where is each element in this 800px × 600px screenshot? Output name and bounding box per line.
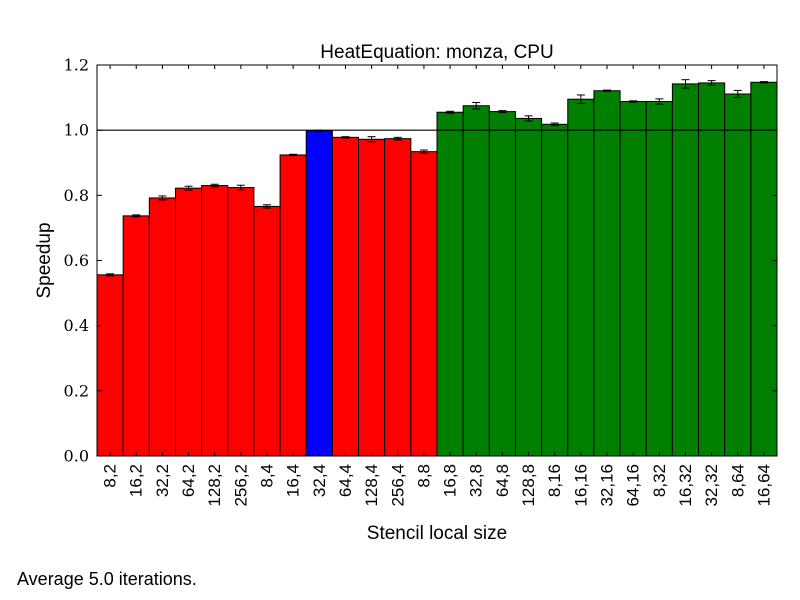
x-tick-label: 16,64: [754, 464, 773, 507]
bar-8-16: [541, 123, 569, 457]
bar-8-2: [96, 274, 124, 457]
x-tick-label: 16,4: [284, 464, 303, 497]
bar-16-16: [567, 98, 595, 457]
bar-8-64: [724, 93, 752, 457]
chart-title: HeatEquation: monza, CPU: [320, 42, 553, 63]
error-bar-256-4: [393, 136, 402, 141]
y-axis-ticks: 0.0 0.2 0.4 0.6 0.8 1.0 1.2: [64, 56, 777, 466]
x-tick-label: 8,2: [101, 464, 120, 488]
error-bar-128-4: [367, 136, 376, 143]
error-bar-8-16: [550, 122, 559, 127]
error-bar-16-8: [446, 110, 455, 114]
x-tick-label: 8,32: [650, 464, 669, 497]
bar-16-4: [279, 154, 307, 457]
bar-256-4: [384, 138, 412, 457]
bar-128-2: [201, 185, 229, 457]
x-tick-label: 8,4: [258, 464, 277, 488]
bar-64-4: [331, 136, 360, 457]
x-tick-label: 32,32: [702, 464, 721, 507]
x-tick-label: 64,2: [179, 464, 198, 497]
error-bar-64-4: [341, 136, 350, 139]
error-bar-16-32: [681, 79, 690, 89]
bar-16-2: [122, 215, 150, 457]
bar-256-2: [227, 187, 255, 457]
error-bar-64-16: [629, 100, 638, 103]
footnote: Average 5.0 iterations.: [17, 569, 197, 589]
x-tick-label: 64,16: [624, 464, 643, 507]
bar-64-2: [174, 187, 203, 457]
y-tick-label: 0.0: [64, 447, 89, 466]
error-bar-128-2: [210, 183, 219, 188]
bar-32-4: [305, 130, 333, 457]
error-bar-16-2: [132, 214, 141, 218]
y-tick-label: 0.4: [64, 316, 89, 335]
bar-64-16: [619, 100, 647, 457]
y-tick-label: 0.2: [64, 381, 89, 400]
x-tick-label: 128,2: [205, 464, 224, 507]
x-tick-label: 8,16: [545, 464, 564, 497]
error-bar-16-4: [289, 153, 298, 157]
x-tick-label: 16,8: [441, 464, 460, 497]
error-bar-32-16: [603, 89, 611, 92]
error-bar-32-2: [158, 195, 167, 201]
x-tick-label: 32,4: [310, 464, 329, 497]
x-tick-label: 32,16: [598, 464, 617, 507]
bar-128-8: [514, 117, 543, 457]
error-bar-16-16: [576, 94, 585, 104]
error-bar-8-2: [106, 273, 115, 277]
error-bar-128-8: [524, 115, 533, 122]
error-bar-16-64: [759, 81, 768, 84]
x-axis-label: Stencil local size: [367, 523, 507, 544]
error-bar-64-2: [184, 185, 193, 191]
x-tick-label: 128,4: [362, 464, 381, 507]
y-axis-label: Speedup: [34, 222, 55, 298]
y-tick-label: 1.0: [64, 121, 89, 140]
error-bar-32-8: [472, 101, 481, 110]
y-tick-label: 1.2: [64, 56, 89, 75]
bar-128-4: [358, 138, 386, 457]
error-bar-256-2: [236, 184, 245, 191]
bar-32-8: [462, 105, 490, 457]
bar-8-32: [645, 100, 673, 457]
x-tick-label: 8,8: [414, 464, 433, 488]
y-tick-label: 0.8: [64, 186, 89, 205]
y-tick-label: 0.6: [64, 251, 89, 270]
bar-8-4: [253, 205, 281, 457]
error-bar-8-64: [733, 89, 742, 99]
error-bar-64-8: [498, 110, 507, 114]
x-tick-label: 32,8: [467, 464, 486, 497]
x-tick-label: 8,64: [728, 464, 747, 497]
error-bar-32-32: [707, 80, 716, 86]
bar-16-32: [671, 83, 700, 457]
error-bar-8-8: [419, 149, 428, 154]
error-bar-8-4: [263, 204, 271, 209]
error-bar-series: [106, 79, 768, 277]
bar-32-2: [148, 197, 176, 457]
bar-16-64: [750, 81, 778, 457]
x-axis-ticks: 8,2 16,2 32,2 64,2 128,2 256,2 8,4 16,4 32,4 64,4…: [101, 65, 773, 507]
x-tick-label: 16,16: [571, 464, 590, 507]
x-tick-label: 64,4: [336, 464, 355, 497]
x-tick-label: 128,8: [519, 464, 538, 507]
x-tick-label: 32,2: [153, 464, 172, 497]
bar-8-8: [410, 151, 438, 457]
x-tick-label: 256,2: [231, 464, 250, 507]
error-bar-8-32: [655, 98, 664, 105]
x-tick-label: 16,32: [676, 464, 695, 507]
x-tick-label: 64,8: [493, 464, 512, 497]
x-tick-label: 16,2: [127, 464, 146, 497]
bar-series: [96, 81, 778, 457]
bar-64-8: [488, 111, 516, 457]
bar-16-8: [436, 111, 464, 457]
bar-32-32: [698, 82, 726, 457]
x-tick-label: 256,4: [388, 464, 407, 507]
bar-32-16: [593, 90, 621, 457]
